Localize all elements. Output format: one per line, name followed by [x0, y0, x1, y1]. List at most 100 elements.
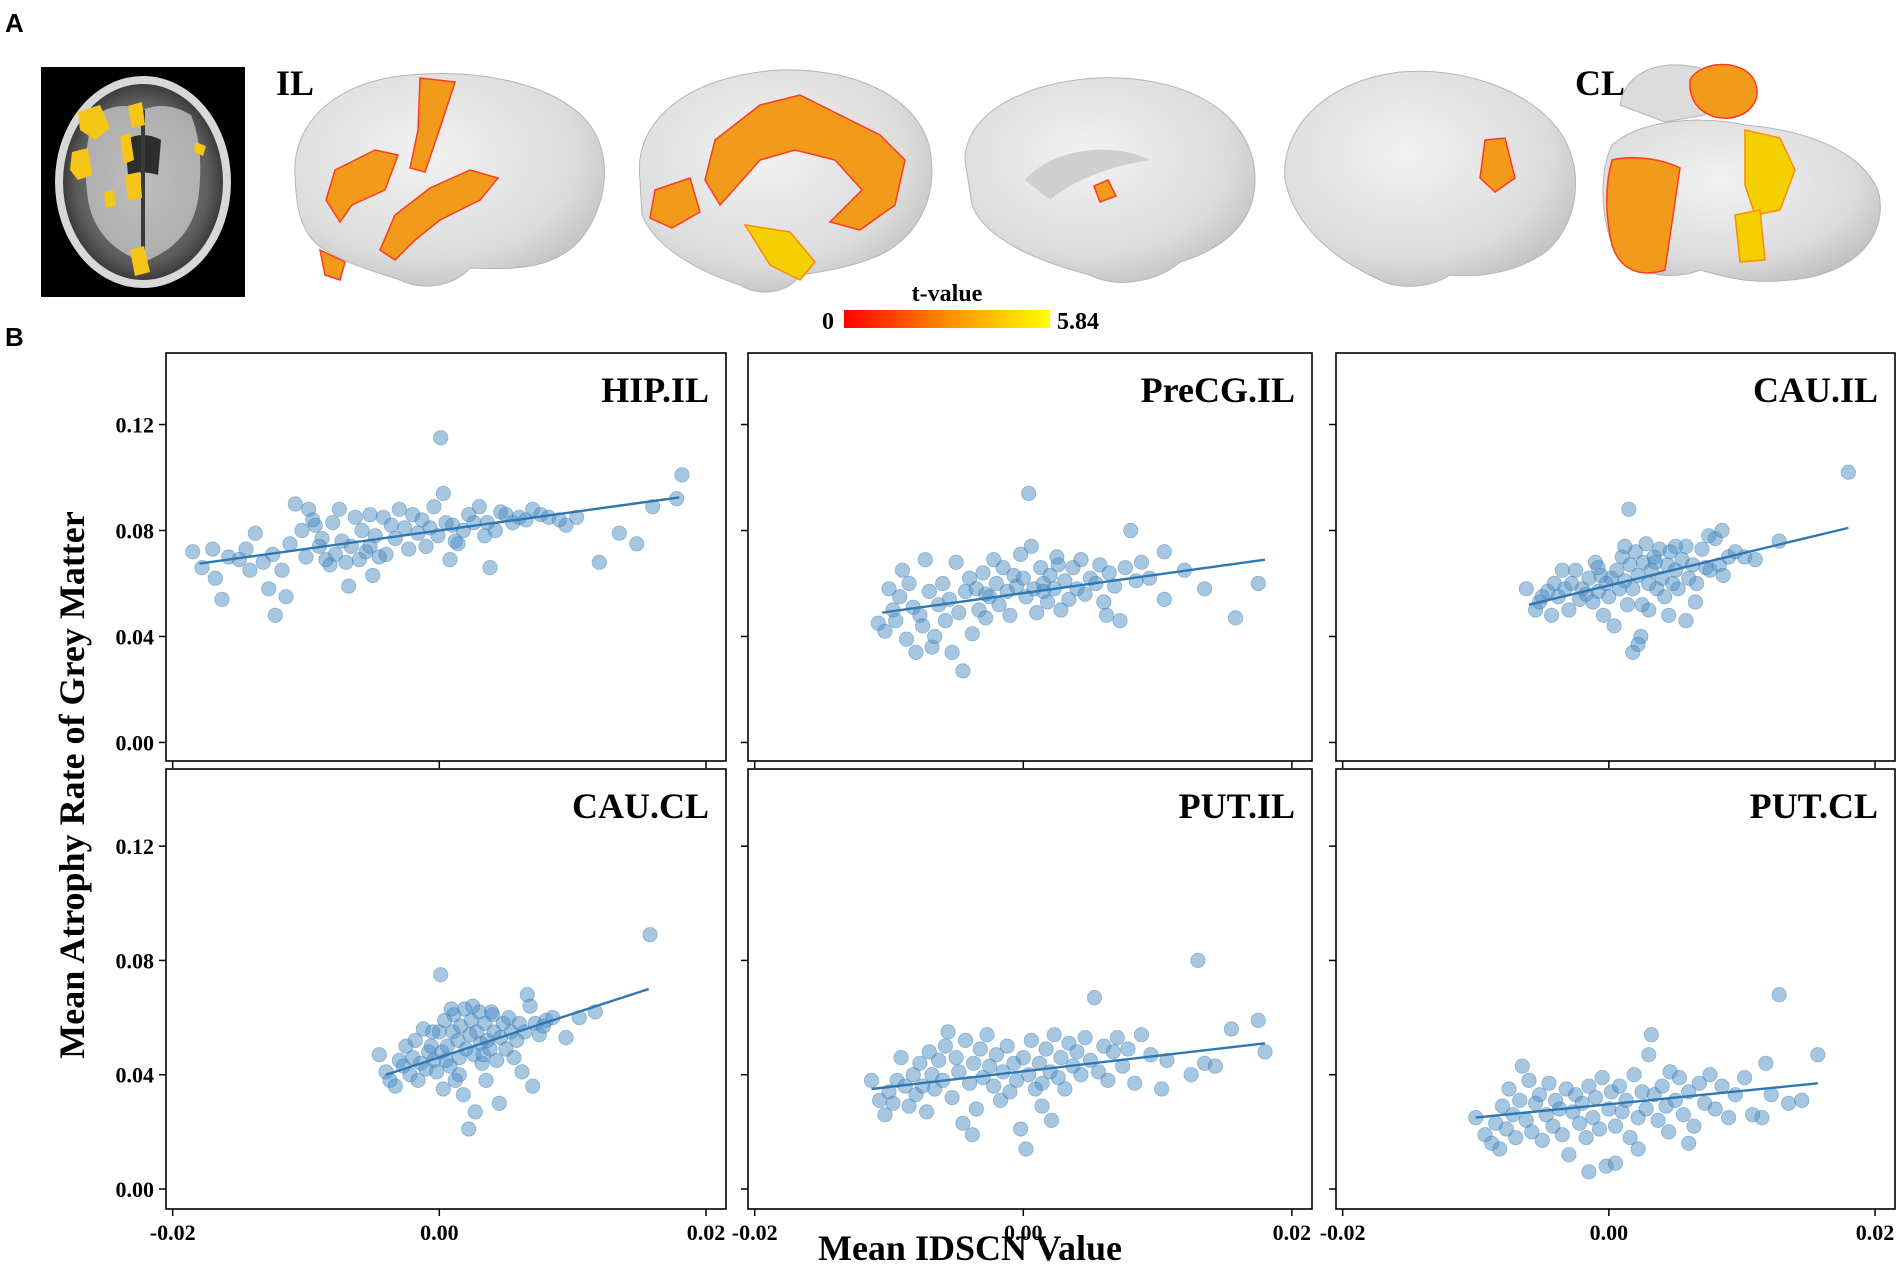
data-point	[1617, 538, 1633, 555]
data-point	[1670, 581, 1686, 597]
data-point	[877, 1107, 893, 1123]
y-tick-label: 0.12	[116, 834, 155, 859]
data-point	[1096, 594, 1112, 610]
brain-cl-medial	[964, 77, 1256, 283]
data-point	[968, 1101, 984, 1117]
y-axis-title: Mean Atrophy Rate of Grey Matter	[52, 511, 92, 1059]
data-point	[214, 591, 230, 608]
brain-il-lateral	[294, 72, 605, 287]
data-point	[629, 536, 645, 552]
data-point	[1042, 567, 1058, 584]
data-point	[1581, 1164, 1597, 1180]
data-point	[185, 544, 201, 560]
data-point	[1133, 554, 1150, 570]
y-tick-label: 0.08	[116, 948, 155, 973]
data-point	[1707, 1101, 1723, 1117]
data-point	[927, 628, 943, 645]
data-point	[863, 1072, 880, 1089]
cl-label: CL	[1575, 63, 1625, 103]
data-point	[1156, 591, 1172, 608]
regression-line	[882, 558, 1266, 614]
y-tick-label: 0.08	[116, 519, 155, 544]
data-point	[1092, 557, 1108, 573]
data-point	[1650, 1112, 1666, 1129]
data-point	[1561, 1147, 1577, 1163]
y-tick-label: 0.04	[116, 1063, 155, 1088]
data-point	[1154, 1081, 1170, 1097]
data-point	[901, 575, 917, 592]
data-point	[948, 1050, 964, 1066]
brain-cl-lateral	[1284, 70, 1576, 287]
data-point	[1657, 589, 1673, 605]
data-point	[1109, 1030, 1125, 1046]
data-point	[314, 530, 330, 547]
data-point	[1053, 602, 1069, 618]
data-point	[365, 567, 381, 584]
y-tick-label: 0.00	[116, 1177, 155, 1202]
data-point	[1049, 549, 1065, 565]
data-point	[410, 1072, 426, 1089]
data-point	[1561, 602, 1577, 618]
data-point	[1073, 1067, 1089, 1083]
data-point	[1183, 1067, 1199, 1083]
data-point	[442, 551, 458, 568]
data-point	[917, 551, 933, 568]
data-point	[1618, 1092, 1634, 1109]
data-point	[294, 522, 310, 539]
data-point	[274, 562, 290, 578]
data-point	[383, 517, 399, 533]
data-point	[433, 430, 449, 446]
data-point	[1227, 610, 1244, 626]
regression-line	[1528, 526, 1849, 606]
data-point	[305, 512, 321, 528]
data-point	[908, 644, 924, 661]
data-point	[447, 533, 463, 549]
regression-line	[199, 496, 680, 565]
data-point	[1630, 636, 1646, 653]
data-point	[525, 1078, 541, 1094]
data-point	[1090, 1064, 1107, 1080]
cerebellum-view	[1602, 63, 1881, 282]
x-tick-label: 0.02	[1856, 1220, 1895, 1245]
data-point	[992, 1092, 1009, 1109]
data-point	[1647, 554, 1664, 570]
data-point	[1630, 1141, 1646, 1157]
data-point	[1737, 1070, 1753, 1086]
data-point	[1619, 597, 1636, 613]
data-point	[1029, 604, 1045, 621]
data-point	[961, 1075, 978, 1091]
y-tick-label: 0.12	[116, 413, 155, 438]
data-point	[407, 1032, 423, 1049]
x-tick-label: -0.02	[150, 1220, 196, 1245]
data-point	[1514, 1058, 1530, 1074]
data-point	[1498, 1121, 1515, 1137]
data-point	[1250, 1012, 1266, 1029]
data-point	[1595, 607, 1612, 623]
data-point	[991, 597, 1007, 613]
panel-frame	[1335, 768, 1896, 1210]
regression-line	[385, 987, 650, 1076]
data-point	[387, 1078, 403, 1094]
data-point	[1681, 1135, 1697, 1151]
data-point	[1127, 1075, 1143, 1091]
data-point	[1591, 1121, 1608, 1137]
data-point	[1621, 501, 1637, 517]
data-point	[1780, 1095, 1797, 1111]
data-point	[338, 554, 354, 570]
data-point	[435, 1081, 451, 1097]
data-point	[1207, 1058, 1223, 1074]
data-point	[1518, 581, 1534, 597]
data-point	[965, 1055, 982, 1071]
data-point	[1643, 1027, 1660, 1043]
scatter-grid: 0.00 0.04 0.08 0.12 HIP.IL PreCG.IL CAU.IL 0.00…	[116, 352, 1896, 1245]
data-point	[426, 499, 442, 515]
data-point	[465, 998, 481, 1014]
data-point	[205, 541, 221, 557]
data-point	[1694, 541, 1710, 557]
data-point	[1714, 522, 1730, 539]
data-point	[1069, 1044, 1085, 1060]
data-point	[674, 467, 690, 483]
data-point	[401, 541, 417, 557]
data-point	[397, 520, 413, 536]
